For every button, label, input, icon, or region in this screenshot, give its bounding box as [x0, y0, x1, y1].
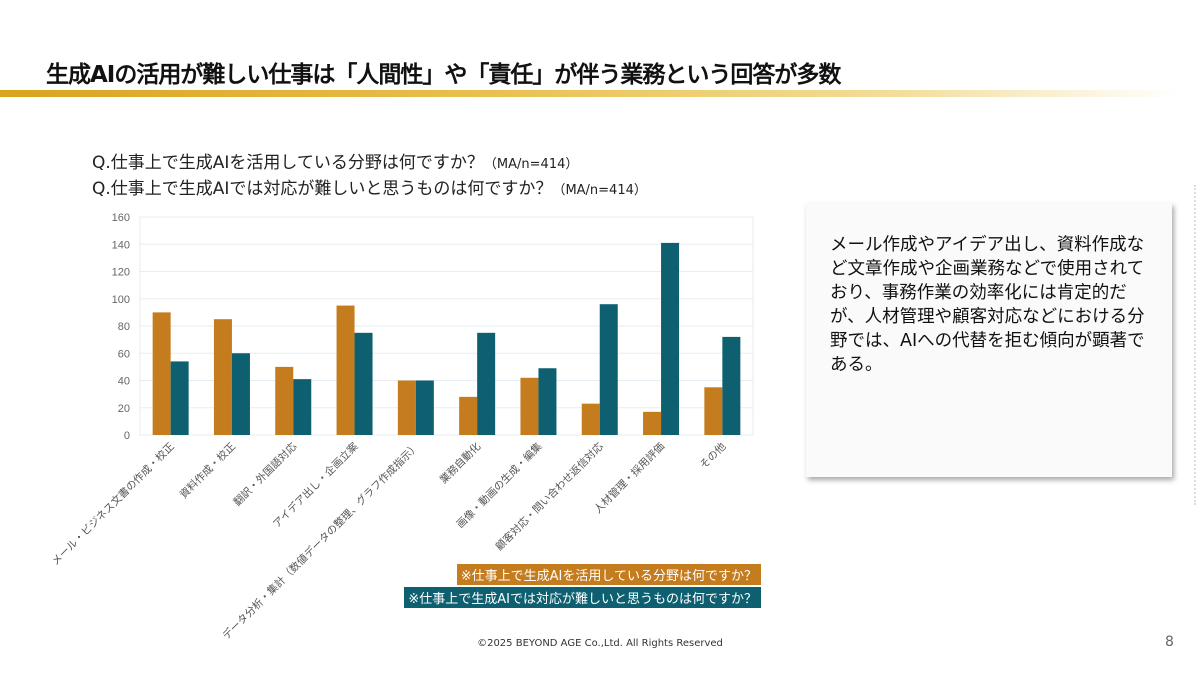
summary-note: メール作成やアイデア出し、資料作成など文章作成や企画業務などで使用されており、事… — [806, 203, 1172, 477]
question-2: Q.仕事上で生成AIでは対応が難しいと思うものは何ですか？（MA/n=414） — [92, 174, 647, 199]
bar-series-2 — [170, 361, 189, 435]
x-tick-label: 資料作成・校正 — [177, 440, 238, 501]
x-tick-label: 業務自動化 — [437, 440, 484, 487]
slide-title: 生成AIの活用が難しい仕事は「人間性」や「責任」が伴う業務という回答が多数 — [46, 62, 841, 88]
question-1-note: （MA/n=414） — [483, 157, 579, 172]
question-1-text: Q.仕事上で生成AIを活用している分野は何ですか？ — [92, 153, 484, 173]
bar-series-2 — [661, 242, 680, 435]
y-tick-label: 80 — [118, 321, 130, 333]
x-tick-label: メール・ビジネス文書の作成・校正 — [49, 440, 177, 568]
bar-series-1 — [213, 319, 232, 435]
x-tick-label: その他 — [697, 440, 729, 472]
edge-dots — [1194, 185, 1196, 505]
legend-series-1: ※仕事上で生成AIを活用している分野は何ですか？ — [456, 564, 761, 585]
y-tick-label: 60 — [118, 348, 130, 360]
y-tick-label: 160 — [112, 212, 130, 224]
question-2-text: Q.仕事上で生成AIでは対応が難しいと思うものは何ですか？ — [92, 179, 553, 199]
bar-series-1 — [704, 387, 723, 435]
y-tick-label: 20 — [118, 403, 130, 415]
bar-series-2 — [231, 353, 250, 435]
bar-series-2 — [722, 336, 741, 435]
y-tick-label: 140 — [112, 239, 130, 251]
bar-series-1 — [275, 366, 294, 435]
bar-series-2 — [477, 332, 496, 435]
question-2-note: （MA/n=414） — [552, 183, 647, 198]
y-tick-label: 0 — [124, 430, 130, 442]
bar-chart: 0 20 40 60 80 100 120 140 160 メール・ビジネス文書の作成・校正 資料作… — [49, 212, 754, 642]
copyright: ©2025 BEYOND AGE Co.,Ltd. All Rights Res… — [477, 638, 723, 649]
title-underline — [0, 90, 1180, 97]
y-tick-label: 120 — [112, 267, 130, 279]
x-tick-label: データ分析・集計（数値データの整理、グラフ作成指示） — [220, 440, 422, 642]
x-tick-label: 顧客対応・問い合わせ返信対応 — [493, 440, 606, 553]
bar-series-1 — [397, 380, 416, 435]
bar-series-2 — [599, 304, 618, 435]
bar-series-1 — [152, 312, 171, 435]
x-tick-label: 翻訳・外国語対応 — [231, 440, 300, 509]
y-tick-label: 40 — [118, 376, 130, 388]
page-number: 8 — [1165, 634, 1174, 650]
bar-series-2 — [293, 379, 312, 435]
bar-series-2 — [415, 380, 434, 435]
question-1: Q.仕事上で生成AIを活用している分野は何ですか？（MA/n=414） — [92, 148, 578, 173]
bar-series-2 — [538, 368, 557, 435]
bar-series-1 — [459, 396, 478, 435]
bar-series-1 — [643, 411, 662, 435]
bar-series-1 — [581, 403, 600, 435]
bar-series-1 — [336, 305, 355, 435]
bar-series-1 — [520, 377, 539, 435]
bar-series-2 — [354, 332, 373, 435]
legend-series-2: ※仕事上で生成AIでは対応が難しいと思うものは何ですか？ — [404, 587, 761, 608]
y-tick-label: 100 — [112, 294, 130, 306]
